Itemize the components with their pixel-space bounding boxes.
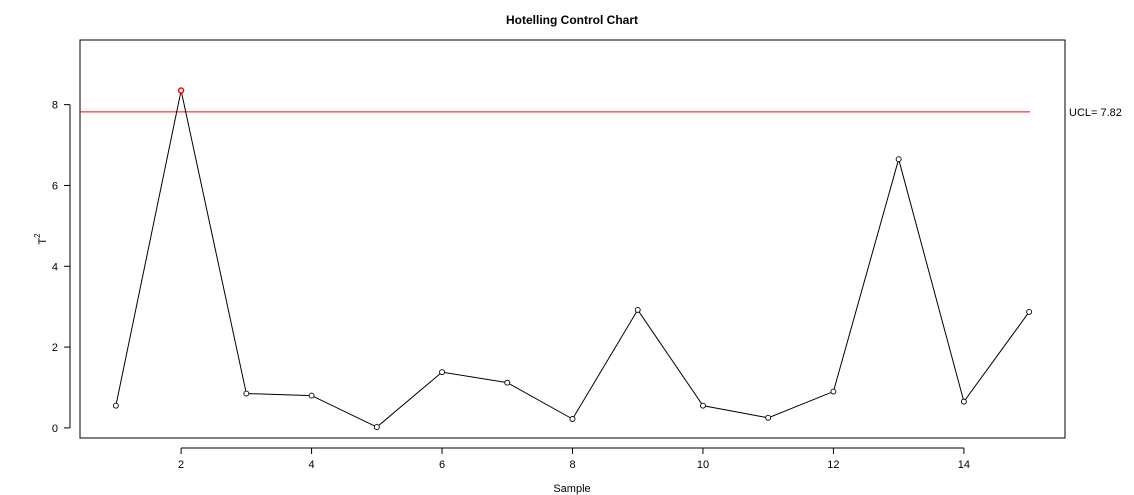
chart-title: Hotelling Control Chart bbox=[506, 13, 638, 27]
data-point bbox=[309, 393, 314, 398]
x-tick-label: 6 bbox=[439, 459, 445, 471]
y-tick-label: 0 bbox=[52, 423, 58, 435]
ucl-group: UCL= 7.82 bbox=[80, 107, 1122, 119]
data-point bbox=[635, 307, 640, 312]
y-tick-label: 4 bbox=[52, 261, 58, 273]
x-tick-label: 10 bbox=[697, 459, 709, 471]
data-point bbox=[505, 380, 510, 385]
series-line bbox=[116, 91, 1029, 428]
data-point bbox=[570, 417, 575, 422]
data-point bbox=[700, 403, 705, 408]
y-tick-label: 8 bbox=[52, 100, 58, 112]
x-tick-label: 2 bbox=[178, 459, 184, 471]
y-axis-label: T2 bbox=[33, 233, 49, 245]
data-point bbox=[896, 157, 901, 162]
data-point bbox=[440, 370, 445, 375]
x-tick-label: 4 bbox=[309, 459, 315, 471]
plot-frame bbox=[80, 40, 1065, 438]
x-tick-label: 8 bbox=[569, 459, 575, 471]
x-tick-label: 12 bbox=[827, 459, 839, 471]
y-tick-label: 6 bbox=[52, 180, 58, 192]
y-axis: 0 2 4 6 8 bbox=[52, 100, 70, 435]
x-axis: 2 4 6 8 10 12 14 bbox=[178, 448, 970, 471]
data-point bbox=[1027, 309, 1032, 314]
data-point bbox=[244, 391, 249, 396]
data-point bbox=[113, 403, 118, 408]
series-group bbox=[113, 88, 1031, 430]
data-point bbox=[831, 389, 836, 394]
x-tick-label: 14 bbox=[958, 459, 970, 471]
y-tick-label: 2 bbox=[52, 342, 58, 354]
data-point bbox=[766, 415, 771, 420]
y-axis-label-superscript: 2 bbox=[33, 233, 42, 238]
x-axis-label: Sample bbox=[553, 483, 590, 495]
out-of-control-point bbox=[179, 88, 184, 93]
data-point bbox=[961, 399, 966, 404]
data-point bbox=[374, 425, 379, 430]
ucl-label: UCL= 7.82 bbox=[1069, 107, 1122, 119]
